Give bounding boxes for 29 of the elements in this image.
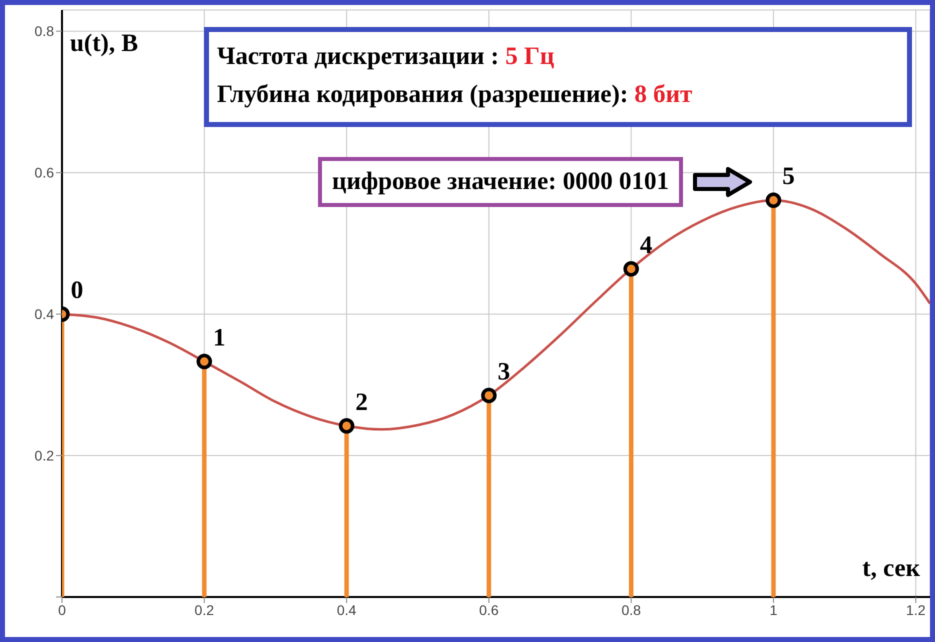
x-tick-label: 0.6 [479, 602, 499, 618]
annotation: Глубина кодирования (разрешение): [217, 81, 628, 108]
x-tick-label: 0.8 [621, 602, 642, 618]
annotation: 2 [355, 388, 368, 416]
x-tick-label: 1.2 [906, 602, 926, 618]
y-axis-title: u(t), В [70, 30, 138, 58]
annotation: 1 [213, 324, 226, 352]
annotation: 3 [498, 358, 510, 386]
y-tick-label: 0.2 [34, 448, 54, 464]
point [766, 192, 782, 208]
y-tick-label: 0.4 [34, 306, 54, 322]
annotation: 5 Гц [505, 43, 554, 70]
x-tick-label: 0 [58, 602, 66, 618]
x-tick-label: 1 [770, 602, 778, 618]
y-tick-label: 0.6 [34, 164, 54, 181]
x-tick-label: 0.4 [336, 602, 357, 618]
y-tick-label: 0.8 [34, 23, 54, 40]
point [623, 261, 639, 277]
point [196, 354, 212, 370]
point [338, 418, 354, 434]
annotation: 8 бит [634, 81, 692, 108]
annotation: 0 [70, 277, 84, 304]
annotation: 4 [640, 232, 653, 259]
annotation: Частота дискретизации : [217, 43, 499, 70]
x-tick-label: 0.2 [194, 602, 214, 618]
text-panel: цифровое значение: 0000 0101 [318, 157, 683, 207]
annotation: 5 [782, 163, 795, 190]
x-axis-title: t, сек [862, 555, 920, 583]
point [481, 388, 497, 404]
